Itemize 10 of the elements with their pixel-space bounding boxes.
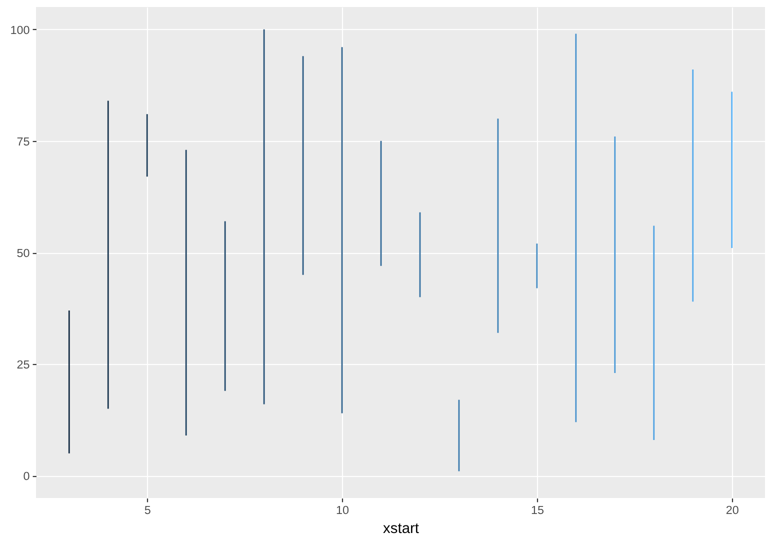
x-axis-title: xstart — [383, 520, 419, 537]
y-tick-label: 50 — [16, 247, 30, 260]
x-tick-label: 5 — [144, 504, 152, 518]
y-tick-label: 100 — [10, 24, 30, 37]
y-tick-label: 25 — [16, 358, 30, 372]
x-tick-label: 10 — [336, 504, 350, 518]
y-tick-label: 0 — [23, 470, 30, 484]
y-tick-label: 75 — [16, 135, 30, 148]
x-tick-label: 20 — [726, 504, 740, 518]
x-tick-label: 15 — [530, 504, 544, 518]
